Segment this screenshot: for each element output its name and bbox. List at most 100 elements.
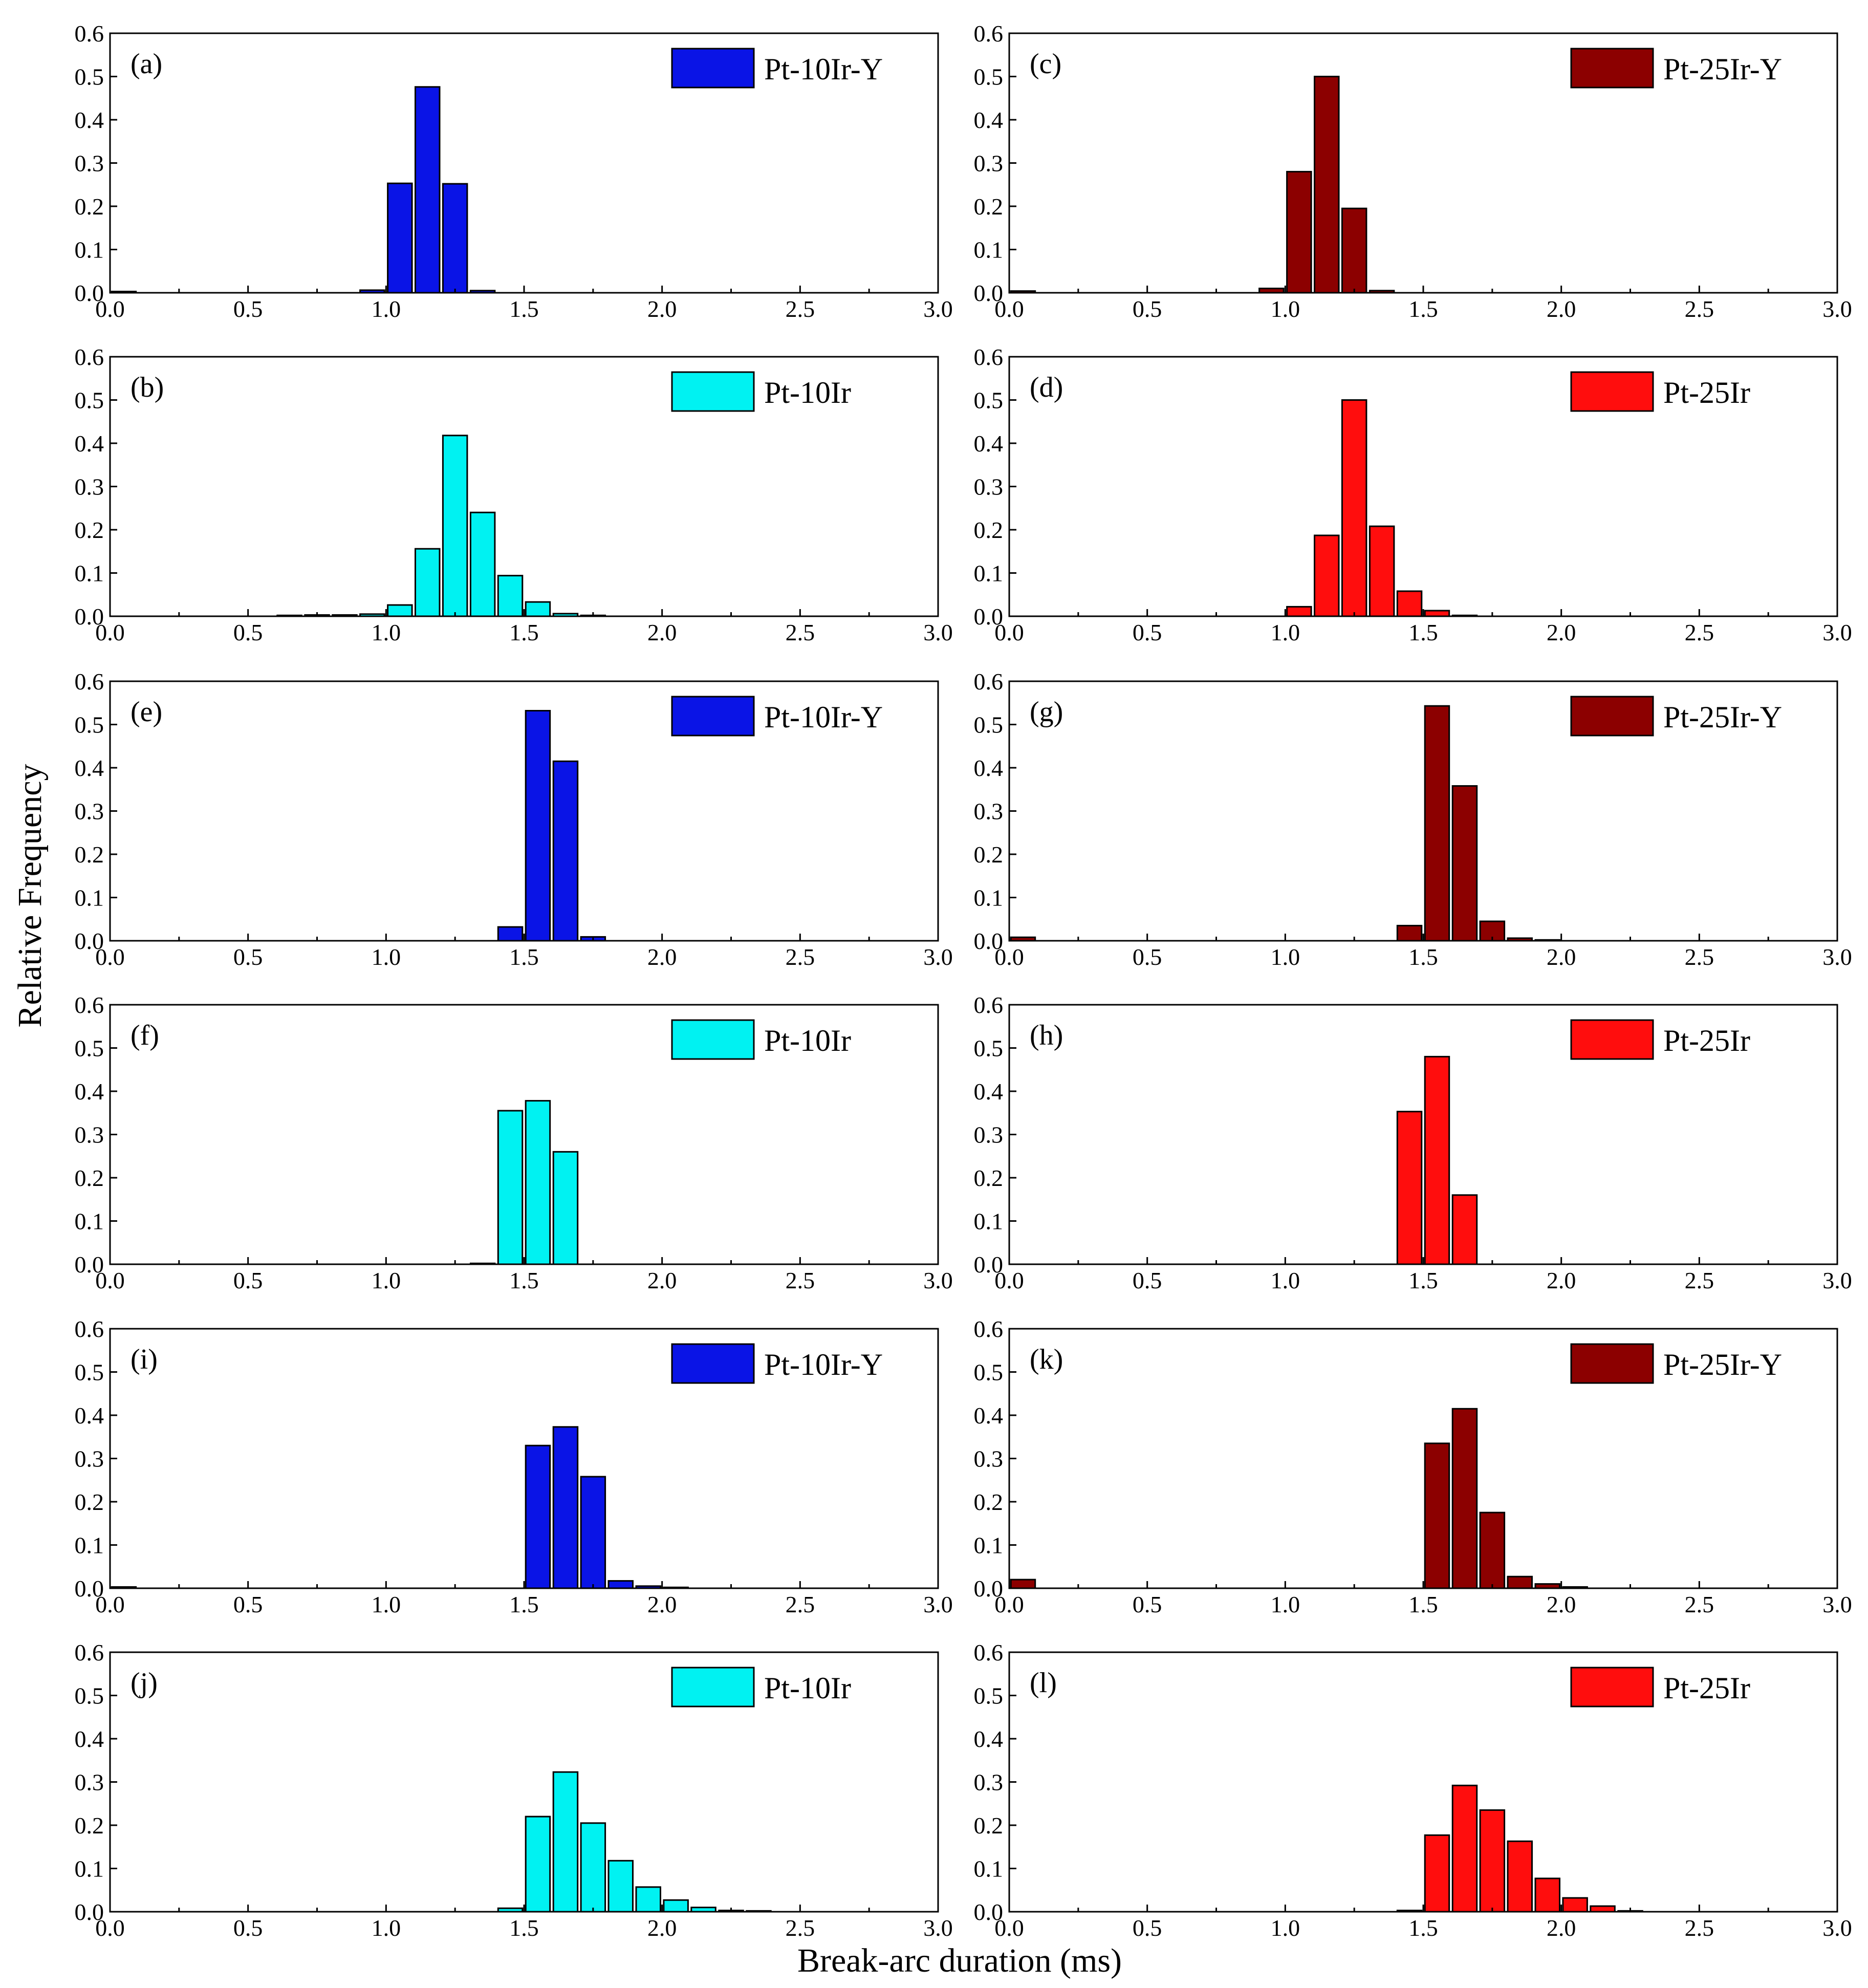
y-tick-label-k-2: 0.2 bbox=[974, 1489, 1004, 1515]
y-tick-label-l-0: 0.0 bbox=[974, 1899, 1004, 1925]
y-tick-label-i-4: 0.4 bbox=[75, 1402, 104, 1429]
bar-l-3 bbox=[1479, 1809, 1506, 1913]
x-tick-label-j-5: 2.5 bbox=[786, 1915, 815, 1941]
x-tick-label-a-6: 3.0 bbox=[923, 296, 953, 322]
y-tick-label-g-5: 0.5 bbox=[974, 712, 1004, 738]
y-tick-label-l-4: 0.4 bbox=[974, 1726, 1004, 1752]
panel-label-a: (a) bbox=[131, 48, 162, 80]
legend-label-g: Pt-25Ir-Y bbox=[1663, 700, 1782, 734]
x-tick-label-k-5: 2.5 bbox=[1685, 1591, 1714, 1617]
bar-b-5 bbox=[415, 548, 441, 617]
bar-h-1 bbox=[1424, 1055, 1450, 1265]
x-tick-label-k-1: 0.5 bbox=[1133, 1591, 1162, 1617]
bar-j-6 bbox=[663, 1899, 689, 1913]
legend-swatch-f bbox=[671, 1019, 755, 1060]
bar-b-7 bbox=[469, 511, 496, 617]
y-tick-label-e-1: 0.1 bbox=[75, 885, 104, 911]
x-tick-label-l-2: 1.0 bbox=[1271, 1915, 1300, 1941]
y-tick-label-b-4: 0.4 bbox=[75, 430, 104, 457]
x-tick-label-g-0: 0.0 bbox=[994, 944, 1024, 970]
panel-label-h: (h) bbox=[1030, 1020, 1063, 1051]
x-tick-label-c-6: 3.0 bbox=[1822, 296, 1852, 322]
x-tick-label-g-1: 0.5 bbox=[1133, 944, 1162, 970]
y-tick-label-g-1: 0.1 bbox=[974, 885, 1004, 911]
x-tick-label-a-5: 2.5 bbox=[786, 296, 815, 322]
bar-d-5 bbox=[1424, 610, 1450, 617]
y-tick-label-g-3: 0.3 bbox=[974, 798, 1004, 825]
x-tick-label-e-0: 0.0 bbox=[95, 944, 125, 970]
bar-f-3 bbox=[552, 1151, 579, 1265]
panel-f: 0.0 0.5 1.0 1.5 2.0 2.5 3.0 0.0 0.1 0.2 0.3 0.4 0.5 0… bbox=[75, 992, 953, 1293]
panel-c: 0.0 0.5 1.0 1.5 2.0 2.5 3.0 0.0 0.1 0.2 0.3 0.4 0.5 0… bbox=[974, 20, 1852, 322]
panel-a: 0.0 0.5 1.0 1.5 2.0 2.5 3.0 0.0 0.1 0.2 0.3 0.4 0.5 0… bbox=[75, 20, 953, 322]
x-tick-label-g-2: 1.0 bbox=[1271, 944, 1300, 970]
x-tick-label-l-6: 3.0 bbox=[1822, 1915, 1852, 1941]
x-tick-label-c-2: 1.0 bbox=[1271, 296, 1300, 322]
x-tick-label-k-6: 3.0 bbox=[1822, 1591, 1852, 1617]
bar-d-0 bbox=[1286, 606, 1312, 617]
bar-k-2 bbox=[1451, 1408, 1478, 1589]
legend-label-e: Pt-10Ir-Y bbox=[764, 700, 883, 734]
x-tick-label-e-5: 2.5 bbox=[786, 944, 815, 970]
x-tick-label-h-3: 1.5 bbox=[1408, 1267, 1438, 1293]
y-tick-label-h-2: 0.2 bbox=[974, 1165, 1004, 1191]
x-tick-label-i-5: 2.5 bbox=[786, 1591, 815, 1617]
x-tick-label-a-1: 0.5 bbox=[233, 296, 263, 322]
bar-a-3 bbox=[415, 86, 441, 294]
y-tick-label-j-2: 0.2 bbox=[75, 1812, 104, 1839]
y-tick-label-c-1: 0.1 bbox=[974, 237, 1004, 263]
bar-b-4 bbox=[387, 604, 413, 617]
y-tick-label-f-4: 0.4 bbox=[75, 1078, 104, 1105]
panel-b: 0.0 0.5 1.0 1.5 2.0 2.5 3.0 0.0 0.1 0.2 0.3 0.4 0.5 0… bbox=[75, 344, 953, 645]
bar-j-1 bbox=[525, 1816, 551, 1913]
x-tick-label-e-3: 1.5 bbox=[509, 944, 539, 970]
x-axis-title: Break-arc duration (ms) bbox=[797, 1942, 1122, 1979]
x-tick-label-i-3: 1.5 bbox=[509, 1591, 539, 1617]
bar-i-3 bbox=[580, 1476, 606, 1589]
panel-e: 0.0 0.5 1.0 1.5 2.0 2.5 3.0 0.0 0.1 0.2 0.3 0.4 0.5 0… bbox=[75, 668, 953, 970]
legend-swatch-a bbox=[671, 48, 755, 89]
y-tick-label-j-1: 0.1 bbox=[75, 1856, 104, 1882]
bar-j-3 bbox=[580, 1822, 606, 1913]
x-tick-label-f-6: 3.0 bbox=[923, 1267, 953, 1293]
panel-label-e: (e) bbox=[131, 696, 162, 728]
x-tick-label-j-0: 0.0 bbox=[95, 1915, 125, 1941]
x-tick-label-j-6: 3.0 bbox=[923, 1915, 953, 1941]
legend-label-f: Pt-10Ir bbox=[764, 1024, 851, 1057]
bar-e-1 bbox=[525, 710, 551, 942]
y-tick-label-a-2: 0.2 bbox=[75, 193, 104, 220]
bar-f-1 bbox=[497, 1110, 524, 1265]
x-tick-label-i-1: 0.5 bbox=[233, 1591, 263, 1617]
y-tick-label-a-1: 0.1 bbox=[75, 237, 104, 263]
bar-d-3 bbox=[1369, 525, 1395, 617]
y-tick-label-f-6: 0.6 bbox=[75, 992, 104, 1018]
bar-k-3 bbox=[1479, 1511, 1506, 1589]
y-tick-label-b-5: 0.5 bbox=[75, 387, 104, 414]
y-tick-label-d-2: 0.2 bbox=[974, 517, 1004, 543]
y-tick-label-h-0: 0.0 bbox=[974, 1251, 1004, 1278]
x-tick-label-f-3: 1.5 bbox=[509, 1267, 539, 1293]
bar-d-1 bbox=[1314, 534, 1340, 617]
legend-label-j: Pt-10Ir bbox=[764, 1671, 851, 1705]
bar-h-2 bbox=[1451, 1194, 1478, 1265]
y-tick-label-d-0: 0.0 bbox=[974, 603, 1004, 630]
x-tick-label-b-2: 1.0 bbox=[372, 619, 401, 645]
x-tick-label-g-4: 2.0 bbox=[1547, 944, 1576, 970]
y-tick-label-k-5: 0.5 bbox=[974, 1359, 1004, 1386]
x-tick-label-j-1: 0.5 bbox=[233, 1915, 263, 1941]
y-tick-label-g-0: 0.0 bbox=[974, 928, 1004, 954]
panel-label-l: (l) bbox=[1030, 1667, 1057, 1699]
y-tick-label-g-4: 0.4 bbox=[974, 755, 1004, 781]
bar-l-6 bbox=[1562, 1897, 1588, 1913]
x-tick-label-c-1: 0.5 bbox=[1133, 296, 1162, 322]
y-tick-label-c-4: 0.4 bbox=[974, 107, 1004, 133]
y-tick-label-l-3: 0.3 bbox=[974, 1769, 1004, 1796]
legend-swatch-h bbox=[1570, 1019, 1654, 1060]
x-tick-label-b-0: 0.0 bbox=[95, 619, 125, 645]
y-tick-label-g-2: 0.2 bbox=[974, 841, 1004, 868]
legend-label-c: Pt-25Ir-Y bbox=[1663, 52, 1782, 86]
x-tick-label-i-6: 3.0 bbox=[923, 1591, 953, 1617]
x-tick-label-c-5: 2.5 bbox=[1685, 296, 1714, 322]
x-tick-label-h-1: 0.5 bbox=[1133, 1267, 1162, 1293]
